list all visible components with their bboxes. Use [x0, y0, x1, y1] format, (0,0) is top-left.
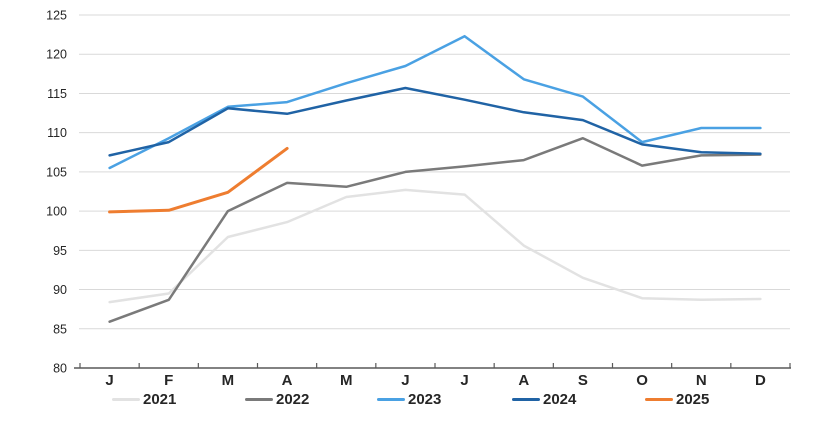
y-axis-label: 85	[53, 322, 67, 336]
x-axis-label: J	[401, 372, 409, 389]
legend-label-2024: 2024	[543, 390, 577, 408]
legend-item-2021: 2021	[112, 389, 176, 409]
series-line-2022	[108, 136, 762, 323]
x-axis-label: F	[164, 372, 173, 389]
legend-swatch-2023	[377, 397, 405, 401]
y-axis-label: 90	[53, 283, 67, 297]
legend-label-2022: 2022	[276, 390, 310, 408]
legend-swatch-2024	[512, 397, 540, 401]
legend-swatch-2025	[645, 397, 673, 401]
legend-item-2025: 2025	[645, 389, 709, 409]
series-line-2023	[108, 34, 762, 170]
x-axis-label: M	[222, 372, 235, 389]
x-axis-label: A	[518, 372, 529, 389]
series-line-2021	[108, 188, 762, 304]
series-line-2025	[108, 146, 289, 214]
y-axis-label: 105	[46, 165, 67, 179]
x-axis-label: M	[340, 372, 353, 389]
legend-item-2022: 2022	[245, 389, 309, 409]
chart-legend: 2021 2022 2023 2024 2025	[0, 389, 820, 411]
legend-label-2025: 2025	[676, 390, 710, 408]
legend-swatch-2021	[112, 397, 140, 401]
legend-label-2023: 2023	[408, 390, 442, 408]
legend-swatch-2022	[245, 397, 273, 401]
legend-item-2024: 2024	[512, 389, 576, 409]
legend-label-2021: 2021	[143, 390, 177, 408]
x-axis-label: N	[696, 372, 707, 389]
y-axis-label: 125	[46, 9, 67, 23]
x-axis-label: J	[105, 372, 113, 389]
x-axis-label: J	[460, 372, 468, 389]
x-axis-label: S	[578, 372, 588, 389]
x-axis-label: A	[282, 372, 293, 389]
legend-item-2023: 2023	[377, 389, 441, 409]
y-axis-label: 120	[46, 48, 67, 62]
x-axis-label: D	[755, 372, 766, 389]
y-axis-label: 115	[47, 87, 67, 101]
y-axis-label: 80	[53, 362, 67, 376]
series-line-2024	[108, 86, 762, 157]
y-axis-label: 100	[46, 205, 67, 219]
y-axis-label: 95	[53, 244, 67, 258]
x-axis-label: O	[636, 372, 648, 389]
y-axis-label: 110	[47, 126, 67, 140]
